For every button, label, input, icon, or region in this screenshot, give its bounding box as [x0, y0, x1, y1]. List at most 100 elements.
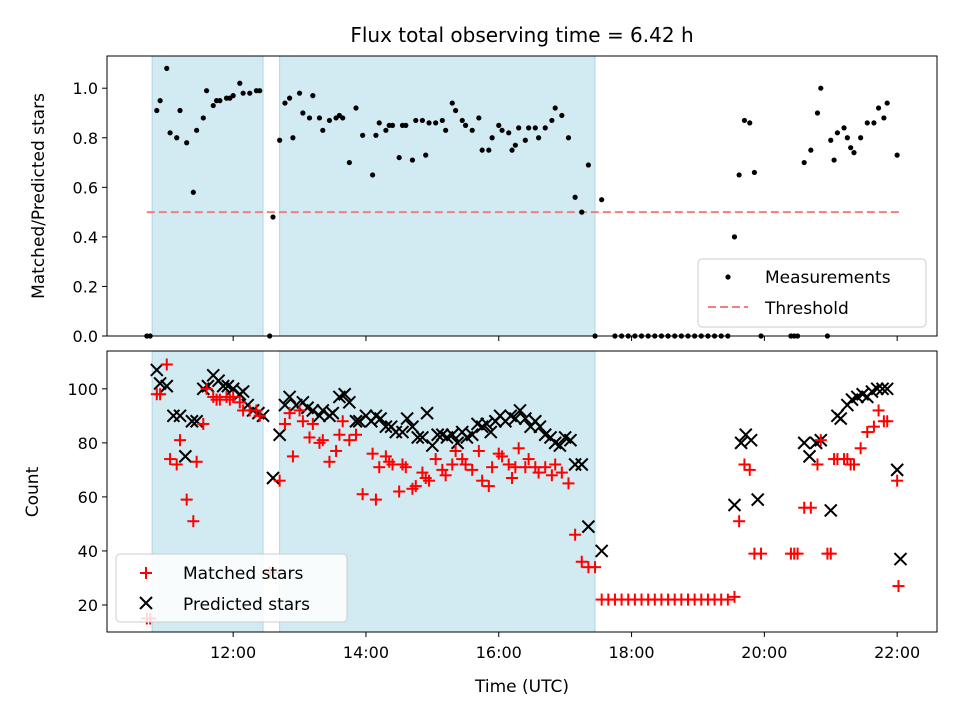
measurement-point: [828, 137, 834, 143]
predicted-star-point: [425, 438, 440, 453]
measurement-point: [300, 110, 306, 116]
matched-star-point: [286, 450, 299, 463]
measurement-point: [230, 93, 236, 99]
y-tick-label: 0.2: [73, 277, 98, 296]
predicted-star-point: [185, 414, 199, 428]
measurement-point: [403, 122, 409, 128]
measurement-point: [200, 115, 206, 121]
matched-star-point: [476, 474, 489, 487]
predicted-star-point: [150, 363, 164, 377]
measurement-point: [808, 147, 814, 153]
predicted-star-point: [411, 430, 425, 445]
measurement-point: [599, 197, 605, 203]
measurement-point: [370, 172, 376, 178]
measurement-point: [459, 117, 465, 124]
measurement-point: [167, 130, 173, 136]
measurement-point: [296, 90, 303, 96]
shaded-span-1: [151, 55, 264, 337]
predicted-star-point: [553, 438, 567, 453]
matched-star-point: [569, 528, 582, 541]
predicted-star-point: [875, 382, 890, 396]
predicted-star-point: [870, 382, 884, 396]
top-x-ticks: [232, 336, 898, 341]
measurement-point: [851, 150, 857, 156]
predicted-star-point: [326, 406, 340, 420]
measurement-point: [453, 107, 459, 114]
matched-star-point: [154, 388, 167, 401]
measurement-point: [506, 130, 512, 136]
measurement-point: [572, 194, 578, 200]
predicted-star-point: [480, 417, 494, 431]
predicted-star-point: [563, 433, 578, 447]
predicted-star-point: [508, 411, 523, 426]
matched-star-point: [399, 461, 412, 474]
measurement-point: [194, 127, 200, 133]
measurement-point: [270, 214, 276, 220]
measurement-point: [834, 130, 841, 136]
matched-star-point: [278, 417, 291, 430]
measurement-point: [864, 120, 870, 126]
matched-star-point: [160, 358, 173, 371]
measurement-point: [316, 115, 323, 121]
predicted-star-point: [880, 382, 894, 396]
measurement-point: [306, 115, 313, 121]
x-axis-label: Time (UTC): [474, 677, 569, 697]
predicted-star-point: [797, 436, 811, 450]
predicted-star-point: [518, 411, 533, 426]
matched-star-point: [296, 415, 309, 428]
matched-star-point: [197, 417, 210, 430]
matched-star-point: [562, 477, 575, 490]
measurement-point: [751, 169, 758, 176]
top-panel: 0.0 0.2 0.4 0.6 0.8 1.0 Matched/Predicted sta…: [29, 55, 938, 346]
matched-star-point: [861, 426, 874, 439]
matched-star-point: [755, 547, 768, 560]
measurement-point: [462, 122, 469, 128]
measurement-point: [389, 122, 396, 128]
measurement-point: [257, 88, 263, 94]
measurement-point: [383, 127, 389, 133]
matched-star-point: [200, 382, 213, 395]
measurement-point: [310, 93, 316, 99]
measurement-point: [326, 117, 333, 124]
top-y-axis-label: Matched/Predicted stars: [29, 93, 49, 299]
x-tick-label: 20:00: [741, 643, 787, 662]
matched-star-point: [303, 431, 316, 444]
matched-star-point: [522, 453, 535, 466]
measurement-point: [287, 95, 293, 101]
predicted-star-point: [450, 436, 465, 450]
measurement-point: [217, 98, 223, 104]
matched-star-point: [336, 415, 349, 428]
measurement-point: [512, 142, 518, 148]
measurement-point: [831, 157, 837, 163]
measurement-point: [154, 107, 160, 114]
top-axes-frame: [106, 55, 938, 337]
predicted-star-point: [178, 449, 193, 464]
matched-star-point: [881, 415, 894, 428]
matched-star-point: [233, 396, 246, 409]
matched-star-point: [429, 453, 442, 466]
predicted-star-point: [465, 428, 479, 442]
predicted-star-point: [201, 379, 215, 393]
predicted-star-point: [189, 414, 204, 428]
predicted-star-point: [824, 503, 838, 518]
measurement-point: [282, 100, 288, 106]
matched-star-point: [555, 466, 568, 479]
measurement-point: [536, 135, 542, 141]
bottom-x-ticks: 12:00 14:00 16:00 18:00 20:00 22:00: [210, 632, 920, 662]
x-tick-label: 16:00: [476, 643, 522, 662]
matched-star-point: [589, 561, 602, 574]
shaded-span-2: [279, 55, 596, 337]
y-tick-label: 0.0: [73, 327, 98, 346]
measurement-point: [496, 122, 502, 128]
predicted-star-point: [727, 498, 742, 512]
matched-star-point: [532, 466, 545, 479]
bottom-count-points: [140, 358, 908, 625]
predicted-star-point: [533, 419, 547, 434]
matched-star-point: [575, 555, 588, 568]
predicted-star-point: [405, 419, 420, 434]
measurement-point: [184, 140, 190, 146]
predicted-star-point: [395, 425, 410, 439]
matched-star-point: [824, 547, 837, 560]
measurement-point: [413, 117, 419, 124]
matched-star-point: [369, 493, 382, 506]
